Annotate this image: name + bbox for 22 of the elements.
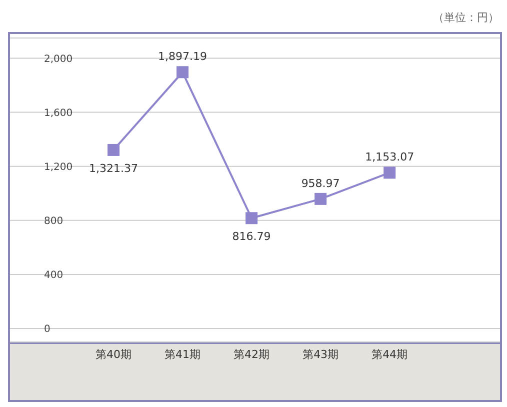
y-tick-label: 1,600 <box>44 108 73 119</box>
text: （単位：円） <box>433 10 499 25</box>
y-tick-label: 400 <box>44 270 64 281</box>
x-tick-label: 第41期 <box>164 348 201 361</box>
data-label: 1,897.19 <box>158 50 208 64</box>
point <box>246 212 258 224</box>
y-tick-label: 2,000 <box>44 54 73 65</box>
x-tick-label: 第44期 <box>372 348 408 361</box>
x-tick-label: 第40期 <box>96 348 132 361</box>
point <box>314 192 327 205</box>
point <box>384 166 396 179</box>
x-tick-label: 第42期 <box>234 348 270 361</box>
y-tick-label: 0 <box>44 324 50 336</box>
y-tick-label: 1,200 <box>44 162 73 173</box>
point <box>176 66 189 78</box>
data-label: 1,321.37 <box>89 162 138 175</box>
data-label: 1,153.07 <box>365 150 414 164</box>
data-label: 958.97 <box>301 176 340 190</box>
data-label: 816.79 <box>232 230 271 244</box>
y-tick-label: 800 <box>44 216 64 227</box>
x-tick-label: 第43期 <box>302 348 339 361</box>
point <box>108 144 120 156</box>
